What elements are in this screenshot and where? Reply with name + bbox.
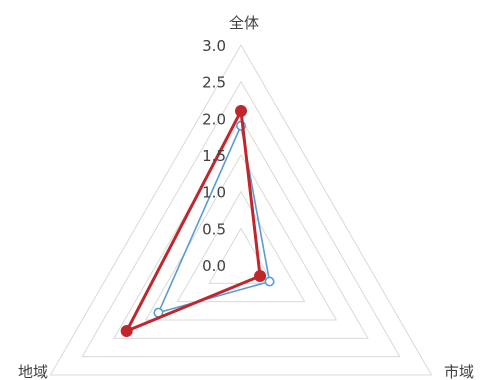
tick-label-4: 2.0 xyxy=(202,110,226,128)
tick-label-2: 1.0 xyxy=(202,184,226,202)
category-label-0: 全体 xyxy=(229,14,259,32)
radar-series xyxy=(120,105,275,337)
tick-label-0: 0.0 xyxy=(202,257,226,275)
radial-tick-labels: 0.0 0.5 1.0 1.5 2.0 2.5 3.0 xyxy=(202,37,226,275)
tick-label-1: 0.5 xyxy=(202,220,226,238)
series-1-point-2 xyxy=(120,325,133,337)
grid-ring-2 xyxy=(176,190,306,303)
grid-ring-6 xyxy=(49,43,433,376)
series-0-point-1 xyxy=(264,276,275,287)
tick-label-6: 3.0 xyxy=(202,37,226,55)
series-1-line xyxy=(125,109,262,333)
grid-ring-3 xyxy=(144,153,338,321)
tick-label-5: 2.5 xyxy=(202,74,226,92)
grid-ring-5 xyxy=(81,80,401,358)
grid-ring-4 xyxy=(113,117,369,339)
tick-label-3: 1.5 xyxy=(202,147,226,165)
radar-grid xyxy=(49,43,433,376)
category-label-1: 市域 xyxy=(444,363,474,380)
category-label-2: 地域 xyxy=(18,363,48,380)
series-1-point-1 xyxy=(254,270,267,282)
series-1-point-0 xyxy=(235,105,247,117)
series-0-line xyxy=(157,124,271,314)
